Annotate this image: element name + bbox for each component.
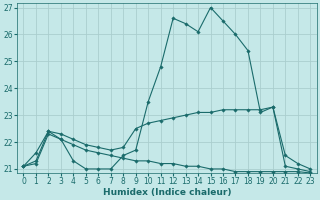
X-axis label: Humidex (Indice chaleur): Humidex (Indice chaleur) bbox=[103, 188, 231, 197]
